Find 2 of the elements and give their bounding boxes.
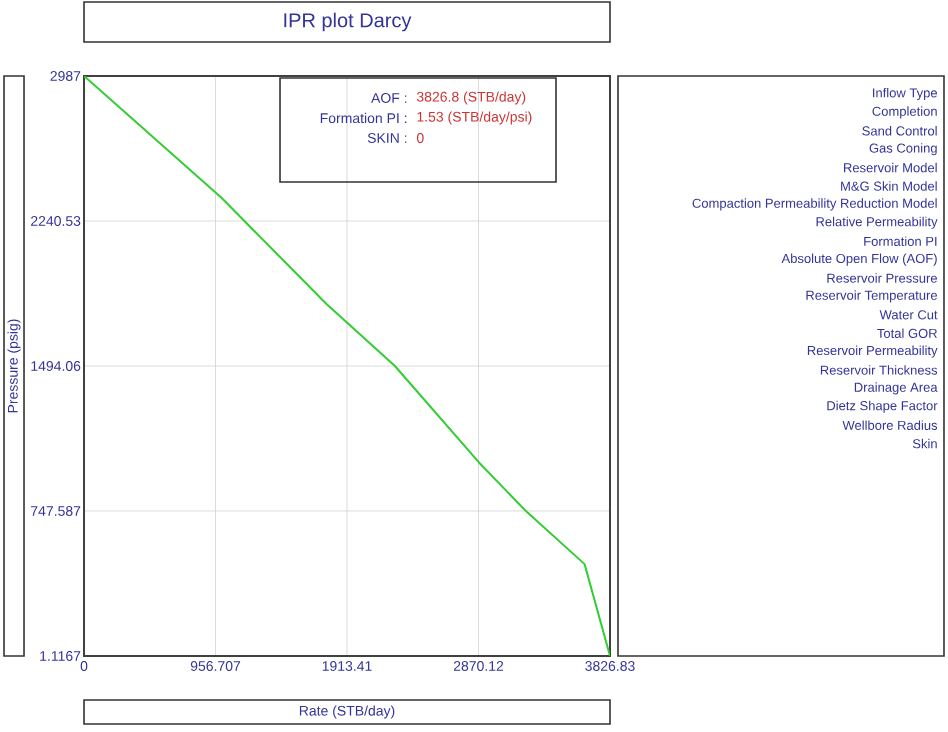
chart-title: IPR plot Darcy	[284, 12, 412, 32]
line-series	[84, 75, 610, 656]
